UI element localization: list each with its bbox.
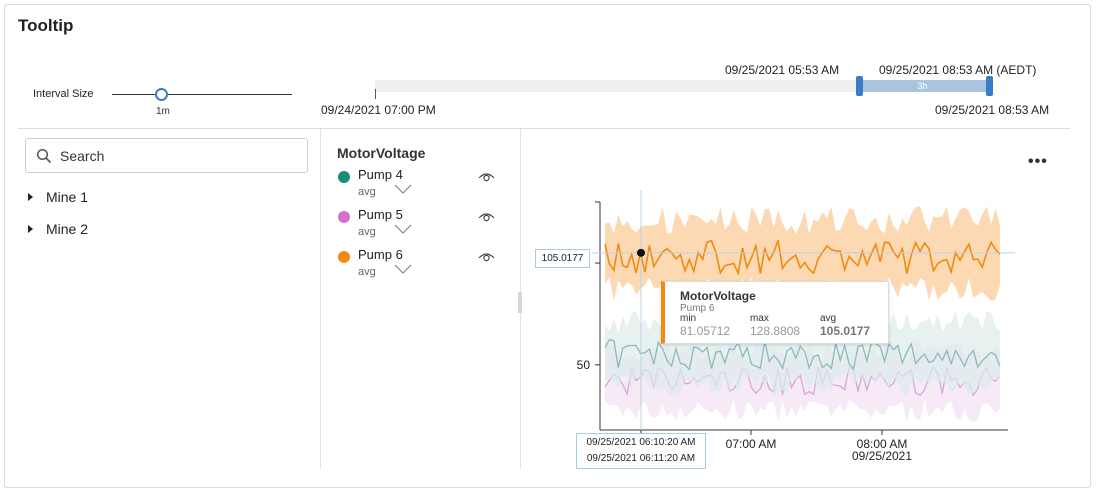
range-end-label: 09/25/2021 08:53 AM — [935, 103, 1050, 117]
time-range-track[interactable] — [375, 80, 990, 92]
x-tick-label: 07:00 AM — [726, 437, 777, 451]
y-tick-label: 50 — [577, 358, 591, 372]
caret-right-icon[interactable] — [28, 193, 33, 201]
search-input[interactable] — [60, 145, 300, 167]
aggregate-label: avg — [358, 266, 376, 278]
tooltip-avg-label: avg — [820, 313, 837, 324]
legend-item-pump-4[interactable]: Pump 4 avg — [337, 165, 507, 201]
legend-series-name: Pump 6 — [358, 247, 403, 262]
search-box[interactable] — [25, 138, 308, 173]
chevron-down-icon[interactable] — [394, 224, 412, 234]
hover-time-badge: 09/25/2021 06:10:20 AM 09/25/2021 06:11:… — [576, 433, 706, 469]
tooltip-min-value: 81.05712 — [680, 324, 731, 338]
tree-divider — [320, 129, 321, 469]
eye-icon[interactable] — [478, 211, 495, 223]
time-range-selection[interactable] — [857, 80, 988, 92]
legend-item-pump-6[interactable]: Pump 6 avg — [337, 245, 507, 281]
eye-icon[interactable] — [478, 171, 495, 183]
range-start-label: 09/24/2021 07:00 PM — [321, 103, 436, 117]
tooltip-max-label: max — [750, 313, 769, 324]
interval-slider-handle[interactable] — [155, 88, 168, 101]
tooltip-min-label: min — [680, 313, 697, 324]
tree-item-label: Mine 1 — [46, 189, 89, 205]
search-icon — [36, 148, 52, 164]
time-range-start-tick — [375, 89, 376, 99]
tooltip-series: Pump 6 — [680, 303, 715, 314]
x-tick-label: 08:00 AM — [857, 437, 908, 451]
hover-time-start: 09/25/2021 06:10:20 AM — [586, 437, 696, 448]
tooltip-avg-value: 105.0177 — [820, 324, 871, 338]
series-line-pump-4 — [604, 338, 1001, 371]
tree-item-label: Mine 2 — [46, 221, 89, 237]
series-color-dot — [338, 251, 350, 263]
aggregate-label: avg — [358, 226, 376, 238]
time-range-start-handle[interactable] — [856, 76, 863, 96]
hover-value-badge: 105.0177 — [535, 249, 590, 268]
panel-resize-handle[interactable] — [518, 292, 522, 313]
chevron-down-icon[interactable] — [394, 264, 412, 274]
hover-point — [637, 248, 645, 257]
series-line-pump-6 — [604, 239, 1001, 276]
tooltip-max: max 128.8808 — [750, 313, 800, 338]
legend-series-name: Pump 4 — [358, 167, 403, 182]
chevron-down-icon[interactable] — [394, 184, 412, 194]
selection-start-label: 09/25/2021 05:53 AM — [725, 63, 840, 77]
interval-size-label: Interval Size — [33, 88, 94, 100]
legend-title: MotorVoltage — [337, 145, 426, 161]
x-date-label: 09/25/2021 — [852, 449, 912, 463]
caret-right-icon[interactable] — [28, 225, 33, 233]
legend-series-name: Pump 5 — [358, 207, 403, 222]
legend-item-pump-5[interactable]: Pump 5 avg — [337, 205, 507, 241]
eye-icon[interactable] — [478, 251, 495, 263]
tooltip-title: MotorVoltage — [680, 289, 756, 303]
more-options-icon[interactable]: ••• — [1028, 153, 1048, 170]
tooltip-avg: avg 105.0177 — [820, 313, 870, 338]
panel-title: Tooltip — [18, 16, 74, 35]
series-band-pump-4 — [605, 307, 1000, 396]
time-range-span-label: 3h — [917, 81, 928, 91]
header-divider — [18, 128, 1070, 129]
interval-slider-track[interactable] — [112, 94, 292, 95]
series-color-dot — [338, 171, 350, 183]
selection-end-label: 09/25/2021 08:53 AM (AEDT) — [879, 63, 1037, 77]
aggregate-label: avg — [358, 186, 376, 198]
series-color-dot — [338, 211, 350, 223]
tooltip-max-value: 128.8808 — [750, 324, 801, 338]
chart-tooltip: MotorVoltage Pump 6 min 81.05712 max 128… — [661, 281, 889, 344]
interval-size-value: 1m — [156, 106, 170, 117]
time-range-end-handle[interactable] — [986, 76, 993, 96]
series-band-pump-6 — [605, 206, 1000, 302]
tooltip-min: min 81.05712 — [680, 313, 730, 338]
hover-time-end: 09/25/2021 06:11:20 AM — [586, 453, 696, 464]
